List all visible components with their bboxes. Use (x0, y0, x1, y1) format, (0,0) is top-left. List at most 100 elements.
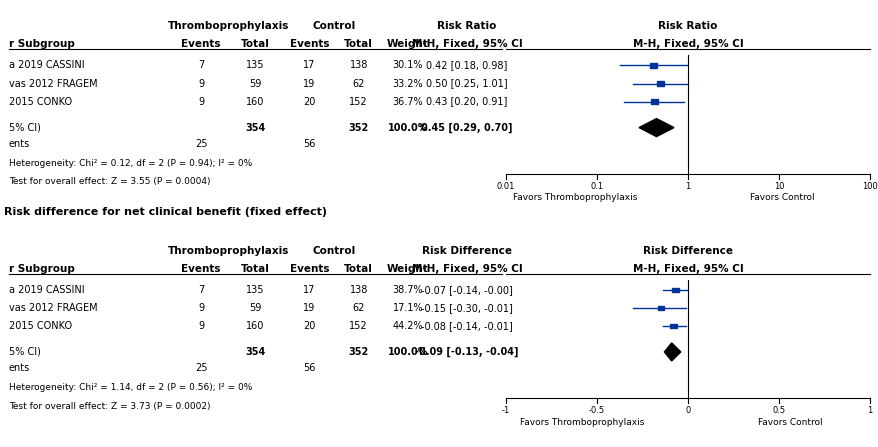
Text: Heterogeneity: Chi² = 0.12, df = 2 (P = 0.94); I² = 0%: Heterogeneity: Chi² = 0.12, df = 2 (P = … (9, 159, 252, 168)
Text: Events: Events (181, 264, 220, 274)
Text: 2015 CONKO: 2015 CONKO (9, 321, 72, 331)
Text: -0.08 [-0.14, -0.01]: -0.08 [-0.14, -0.01] (421, 321, 513, 331)
Text: 10: 10 (773, 181, 783, 191)
Text: 9: 9 (198, 303, 204, 313)
Text: Risk difference for net clinical benefit (fixed effect): Risk difference for net clinical benefit… (4, 207, 327, 217)
Text: r Subgroup: r Subgroup (9, 39, 75, 50)
Text: 100: 100 (861, 181, 877, 191)
Text: 56: 56 (303, 363, 315, 373)
Text: -0.15 [-0.30, -0.01]: -0.15 [-0.30, -0.01] (421, 303, 513, 313)
Text: Total: Total (344, 264, 373, 274)
Text: Control: Control (312, 246, 356, 256)
Text: M-H, Fixed, 95% CI: M-H, Fixed, 95% CI (411, 264, 522, 274)
Bar (650, 63, 657, 67)
Text: vas 2012 FRAGEM: vas 2012 FRAGEM (9, 79, 97, 89)
Text: 160: 160 (246, 321, 264, 331)
Text: 62: 62 (352, 79, 364, 89)
Polygon shape (664, 343, 680, 361)
Text: -1: -1 (501, 406, 509, 415)
Bar (657, 306, 663, 310)
Text: Total: Total (241, 39, 270, 50)
Text: ents: ents (9, 363, 30, 373)
Text: Control: Control (312, 21, 356, 31)
Text: -0.07 [-0.14, -0.00]: -0.07 [-0.14, -0.00] (421, 285, 513, 295)
Text: M-H, Fixed, 95% CI: M-H, Fixed, 95% CI (632, 264, 743, 274)
Text: Heterogeneity: Chi² = 1.14, df = 2 (P = 0.56); I² = 0%: Heterogeneity: Chi² = 1.14, df = 2 (P = … (9, 384, 252, 392)
Text: Test for overall effect: Z = 3.73 (P = 0.0002): Test for overall effect: Z = 3.73 (P = 0… (9, 401, 210, 410)
Text: 1: 1 (685, 181, 690, 191)
Text: -0.09 [-0.13, -0.04]: -0.09 [-0.13, -0.04] (415, 347, 518, 357)
Text: 19: 19 (303, 79, 315, 89)
Text: 354: 354 (245, 122, 265, 133)
Text: 20: 20 (303, 321, 315, 331)
Text: 30.1%: 30.1% (392, 60, 423, 71)
Text: Risk Ratio: Risk Ratio (437, 21, 496, 31)
Bar (657, 81, 664, 86)
Text: 0.1: 0.1 (590, 181, 603, 191)
Text: 9: 9 (198, 97, 204, 106)
Text: 9: 9 (198, 79, 204, 89)
Bar (671, 287, 678, 292)
Text: Test for overall effect: Z = 3.55 (P = 0.0004): Test for overall effect: Z = 3.55 (P = 0… (9, 177, 210, 186)
Text: Risk Ratio: Risk Ratio (658, 21, 717, 31)
Text: Thromboprophylaxis: Thromboprophylaxis (167, 246, 289, 256)
Text: Risk Difference: Risk Difference (421, 246, 512, 256)
Text: Events: Events (290, 264, 328, 274)
Text: 25: 25 (195, 139, 207, 148)
Text: 36.7%: 36.7% (392, 97, 423, 106)
Text: 100.0%: 100.0% (387, 347, 428, 357)
Text: ents: ents (9, 139, 30, 148)
Text: 160: 160 (246, 97, 264, 106)
Text: Weight: Weight (386, 264, 428, 274)
Text: 152: 152 (349, 97, 368, 106)
Text: Events: Events (181, 39, 220, 50)
Text: Weight: Weight (386, 39, 428, 50)
Text: 5% CI): 5% CI) (9, 122, 40, 133)
Text: 1: 1 (867, 406, 872, 415)
Text: Events: Events (290, 39, 328, 50)
Text: 17.1%: 17.1% (392, 303, 423, 313)
Text: 352: 352 (349, 122, 369, 133)
Text: Favors Thromboprophylaxis: Favors Thromboprophylaxis (520, 417, 644, 426)
Text: 0.01: 0.01 (496, 181, 515, 191)
Text: 9: 9 (198, 321, 204, 331)
Text: 2015 CONKO: 2015 CONKO (9, 97, 72, 106)
Text: 0.45 [0.29, 0.70]: 0.45 [0.29, 0.70] (421, 122, 512, 133)
Text: Favors Control: Favors Control (757, 417, 822, 426)
Text: 19: 19 (303, 303, 315, 313)
Text: 20: 20 (303, 97, 315, 106)
Text: 135: 135 (246, 60, 264, 71)
Text: 138: 138 (349, 285, 368, 295)
Text: 138: 138 (349, 60, 368, 71)
Text: 38.7%: 38.7% (392, 285, 423, 295)
Text: 56: 56 (303, 139, 315, 148)
Text: Risk Difference: Risk Difference (643, 246, 732, 256)
Text: 59: 59 (248, 79, 261, 89)
Text: a 2019 CASSINI: a 2019 CASSINI (9, 285, 84, 295)
Text: r Subgroup: r Subgroup (9, 264, 75, 274)
Text: 59: 59 (248, 303, 261, 313)
Text: Favors Control: Favors Control (750, 193, 814, 202)
Text: 7: 7 (198, 285, 204, 295)
Text: a 2019 CASSINI: a 2019 CASSINI (9, 60, 84, 71)
Text: Favors Thromboprophylaxis: Favors Thromboprophylaxis (513, 193, 637, 202)
Bar (669, 324, 677, 328)
Polygon shape (638, 118, 673, 137)
Text: M-H, Fixed, 95% CI: M-H, Fixed, 95% CI (632, 39, 743, 50)
Text: M-H, Fixed, 95% CI: M-H, Fixed, 95% CI (411, 39, 522, 50)
Text: 354: 354 (245, 347, 265, 357)
Text: Total: Total (241, 264, 270, 274)
Bar (651, 99, 658, 104)
Text: 17: 17 (303, 60, 315, 71)
Text: 0.5: 0.5 (772, 406, 785, 415)
Text: 0.50 [0.25, 1.01]: 0.50 [0.25, 1.01] (426, 79, 507, 89)
Text: Thromboprophylaxis: Thromboprophylaxis (167, 21, 289, 31)
Text: 25: 25 (195, 363, 207, 373)
Text: 0.42 [0.18, 0.98]: 0.42 [0.18, 0.98] (426, 60, 507, 71)
Text: 352: 352 (349, 347, 369, 357)
Text: 62: 62 (352, 303, 364, 313)
Text: 152: 152 (349, 321, 368, 331)
Text: Total: Total (344, 39, 373, 50)
Text: 17: 17 (303, 285, 315, 295)
Text: 44.2%: 44.2% (392, 321, 423, 331)
